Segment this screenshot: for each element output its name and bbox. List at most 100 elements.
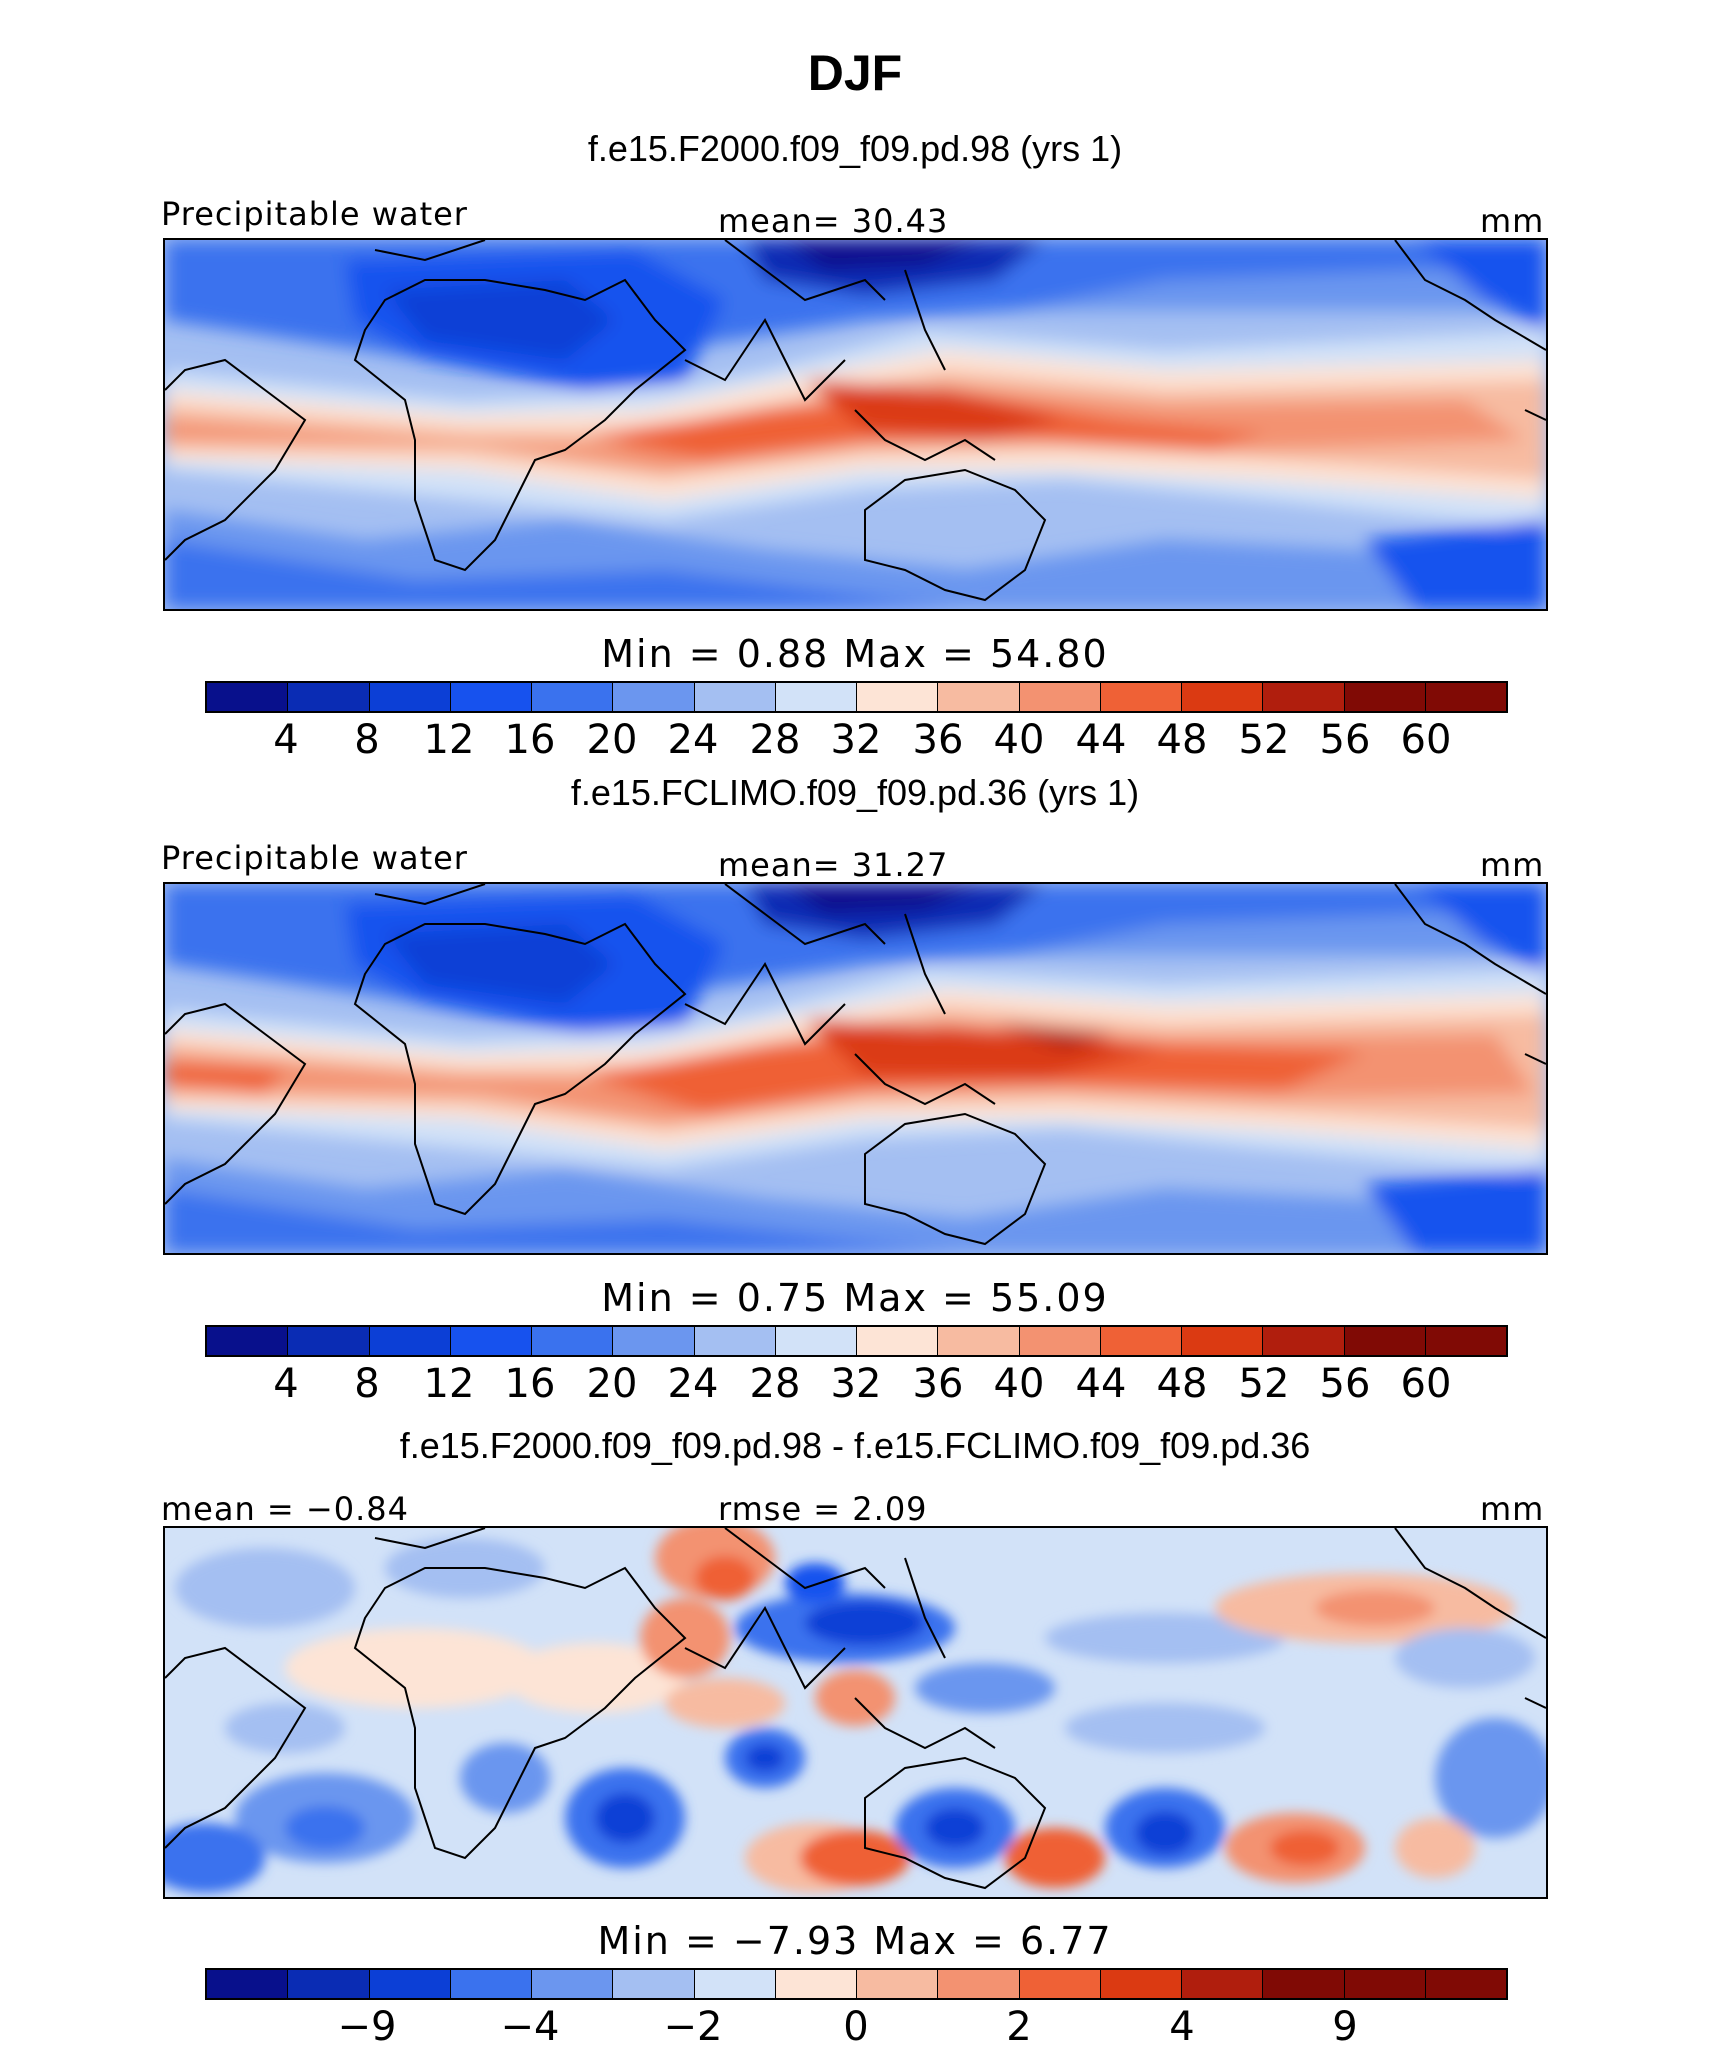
panel3-mean-label: mean = −0.84 [161,1490,409,1528]
panel3-colorbar-box [369,1970,451,1998]
panel3-tick: −2 [663,2004,723,2050]
panel2-tick: 52 [1238,1361,1290,1407]
panel3-coastlines [165,1528,1546,1890]
panel2-variable-label: Precipitable water [161,839,468,877]
panel1-colorbar-box [288,683,370,711]
panel1-minmax: Min = 0.88 Max = 54.80 [601,632,1109,676]
panel3-colorbar-box [1425,1970,1506,1998]
panel1-tick: 52 [1238,717,1290,763]
panel2-colorbar-box [1182,1327,1264,1355]
figure-title: DJF [807,45,903,101]
panel1-colorbar-box [694,683,776,711]
panel1-tick: 56 [1319,717,1371,763]
panel1-subtitle: f.e15.F2000.f09_f09.pd.98 (yrs 1) [587,128,1123,169]
panel1-colorbar [205,681,1508,713]
panel1-mean-label: mean= 30.43 [718,202,949,240]
panel2-minmax: Min = 0.75 Max = 55.09 [601,1276,1109,1320]
panel1-colorbar-box [369,683,451,711]
panel1-colorbar-box [1182,683,1264,711]
panel1-tick: 36 [912,717,964,763]
panel3-map [163,1526,1548,1899]
panel1-colorbar-box [1344,683,1426,711]
panel2-tick: 56 [1319,1361,1371,1407]
panel1-map-svg [165,240,1546,609]
panel2-colorbar-box [450,1327,532,1355]
panel1-tick: 40 [993,717,1045,763]
panel3-tick: −4 [500,2004,560,2050]
panel2-colorbar-box [1263,1327,1345,1355]
panel3-colorbar-box [775,1970,857,1998]
panel3-colorbar [205,1968,1508,2000]
panel2-colorbar-box [857,1327,939,1355]
panel2-colorbar-box [938,1327,1020,1355]
panel3-colorbar-box [532,1970,614,1998]
panel3-colorbar-box [1019,1970,1101,1998]
panel1-colorbar-box [207,683,289,711]
panel3-tick: 0 [843,2004,869,2050]
panel1-colorbar-box [450,683,532,711]
panel2-map [163,882,1548,1255]
panel3-tick: 2 [1006,2004,1032,2050]
panel3-units-label: mm [1480,1490,1545,1528]
panel3-rmse-label: rmse = 2.09 [718,1490,928,1528]
panel1-coastlines [165,240,1546,602]
panel2-tick: 16 [504,1361,556,1407]
panel2-colorbar-box [775,1327,857,1355]
panel3-tick: 4 [1169,2004,1195,2050]
panel3-colorbar-box [450,1970,532,1998]
panel2-tick: 24 [667,1361,719,1407]
panel2-tick: 60 [1400,1361,1452,1407]
panel2-tick: 36 [912,1361,964,1407]
panel1-tick: 8 [354,717,380,763]
panel1-tick: 24 [667,717,719,763]
panel2-colorbar-box [207,1327,289,1355]
panel3-colorbar-box [1100,1970,1182,1998]
panel1-tick: 48 [1156,717,1208,763]
panel2-tick: 20 [586,1361,638,1407]
panel1-colorbar-box [1100,683,1182,711]
panel1-tick: 20 [586,717,638,763]
panel2-tick: 4 [273,1361,299,1407]
panel3-colorbar-box [1344,1970,1426,1998]
panel1-tick: 28 [749,717,801,763]
panel1-units-label: mm [1480,202,1545,240]
panel3-minmax: Min = −7.93 Max = 6.77 [597,1919,1113,1963]
panel2-colorbar-box [1100,1327,1182,1355]
panel1-colorbar-box [1425,683,1506,711]
panel1-tick: 32 [830,717,882,763]
panel3-colorbar-box [288,1970,370,1998]
panel2-subtitle: f.e15.FCLIMO.f09_f09.pd.36 (yrs 1) [570,772,1140,813]
panel2-tick: 48 [1156,1361,1208,1407]
panel1-colorbar-box [613,683,695,711]
panel3-colorbar-box [1263,1970,1345,1998]
panel1-tick: 12 [423,717,475,763]
panel1-variable-label: Precipitable water [161,195,468,233]
panel1-tick: 44 [1075,717,1127,763]
panel1-map [163,238,1548,611]
panel3-tick: −9 [337,2004,397,2050]
panel2-units-label: mm [1480,846,1545,884]
panel2-colorbar [205,1325,1508,1357]
panel2-colorbar-box [694,1327,776,1355]
panel1-tick: 16 [504,717,556,763]
panel3-map-svg [165,1528,1546,1897]
panel2-tick: 28 [749,1361,801,1407]
panel3-tick: 9 [1332,2004,1358,2050]
panel3-colorbar-box [938,1970,1020,1998]
panel3-colorbar-box [207,1970,289,1998]
panel2-tick: 40 [993,1361,1045,1407]
panel3-colorbar-box [1182,1970,1264,1998]
panel3-colorbar-box [857,1970,939,1998]
panel1-colorbar-box [1019,683,1101,711]
panel2-tick: 32 [830,1361,882,1407]
panel2-colorbar-box [1019,1327,1101,1355]
panel1-colorbar-box [775,683,857,711]
panel2-colorbar-box [532,1327,614,1355]
panel1-colorbar-box [1263,683,1345,711]
panel2-tick: 12 [423,1361,475,1407]
panel2-colorbar-box [1344,1327,1426,1355]
panel2-colorbar-box [288,1327,370,1355]
panel2-tick: 44 [1075,1361,1127,1407]
panel1-colorbar-box [532,683,614,711]
panel3-subtitle: f.e15.F2000.f09_f09.pd.98 - f.e15.FCLIMO… [399,1425,1311,1466]
